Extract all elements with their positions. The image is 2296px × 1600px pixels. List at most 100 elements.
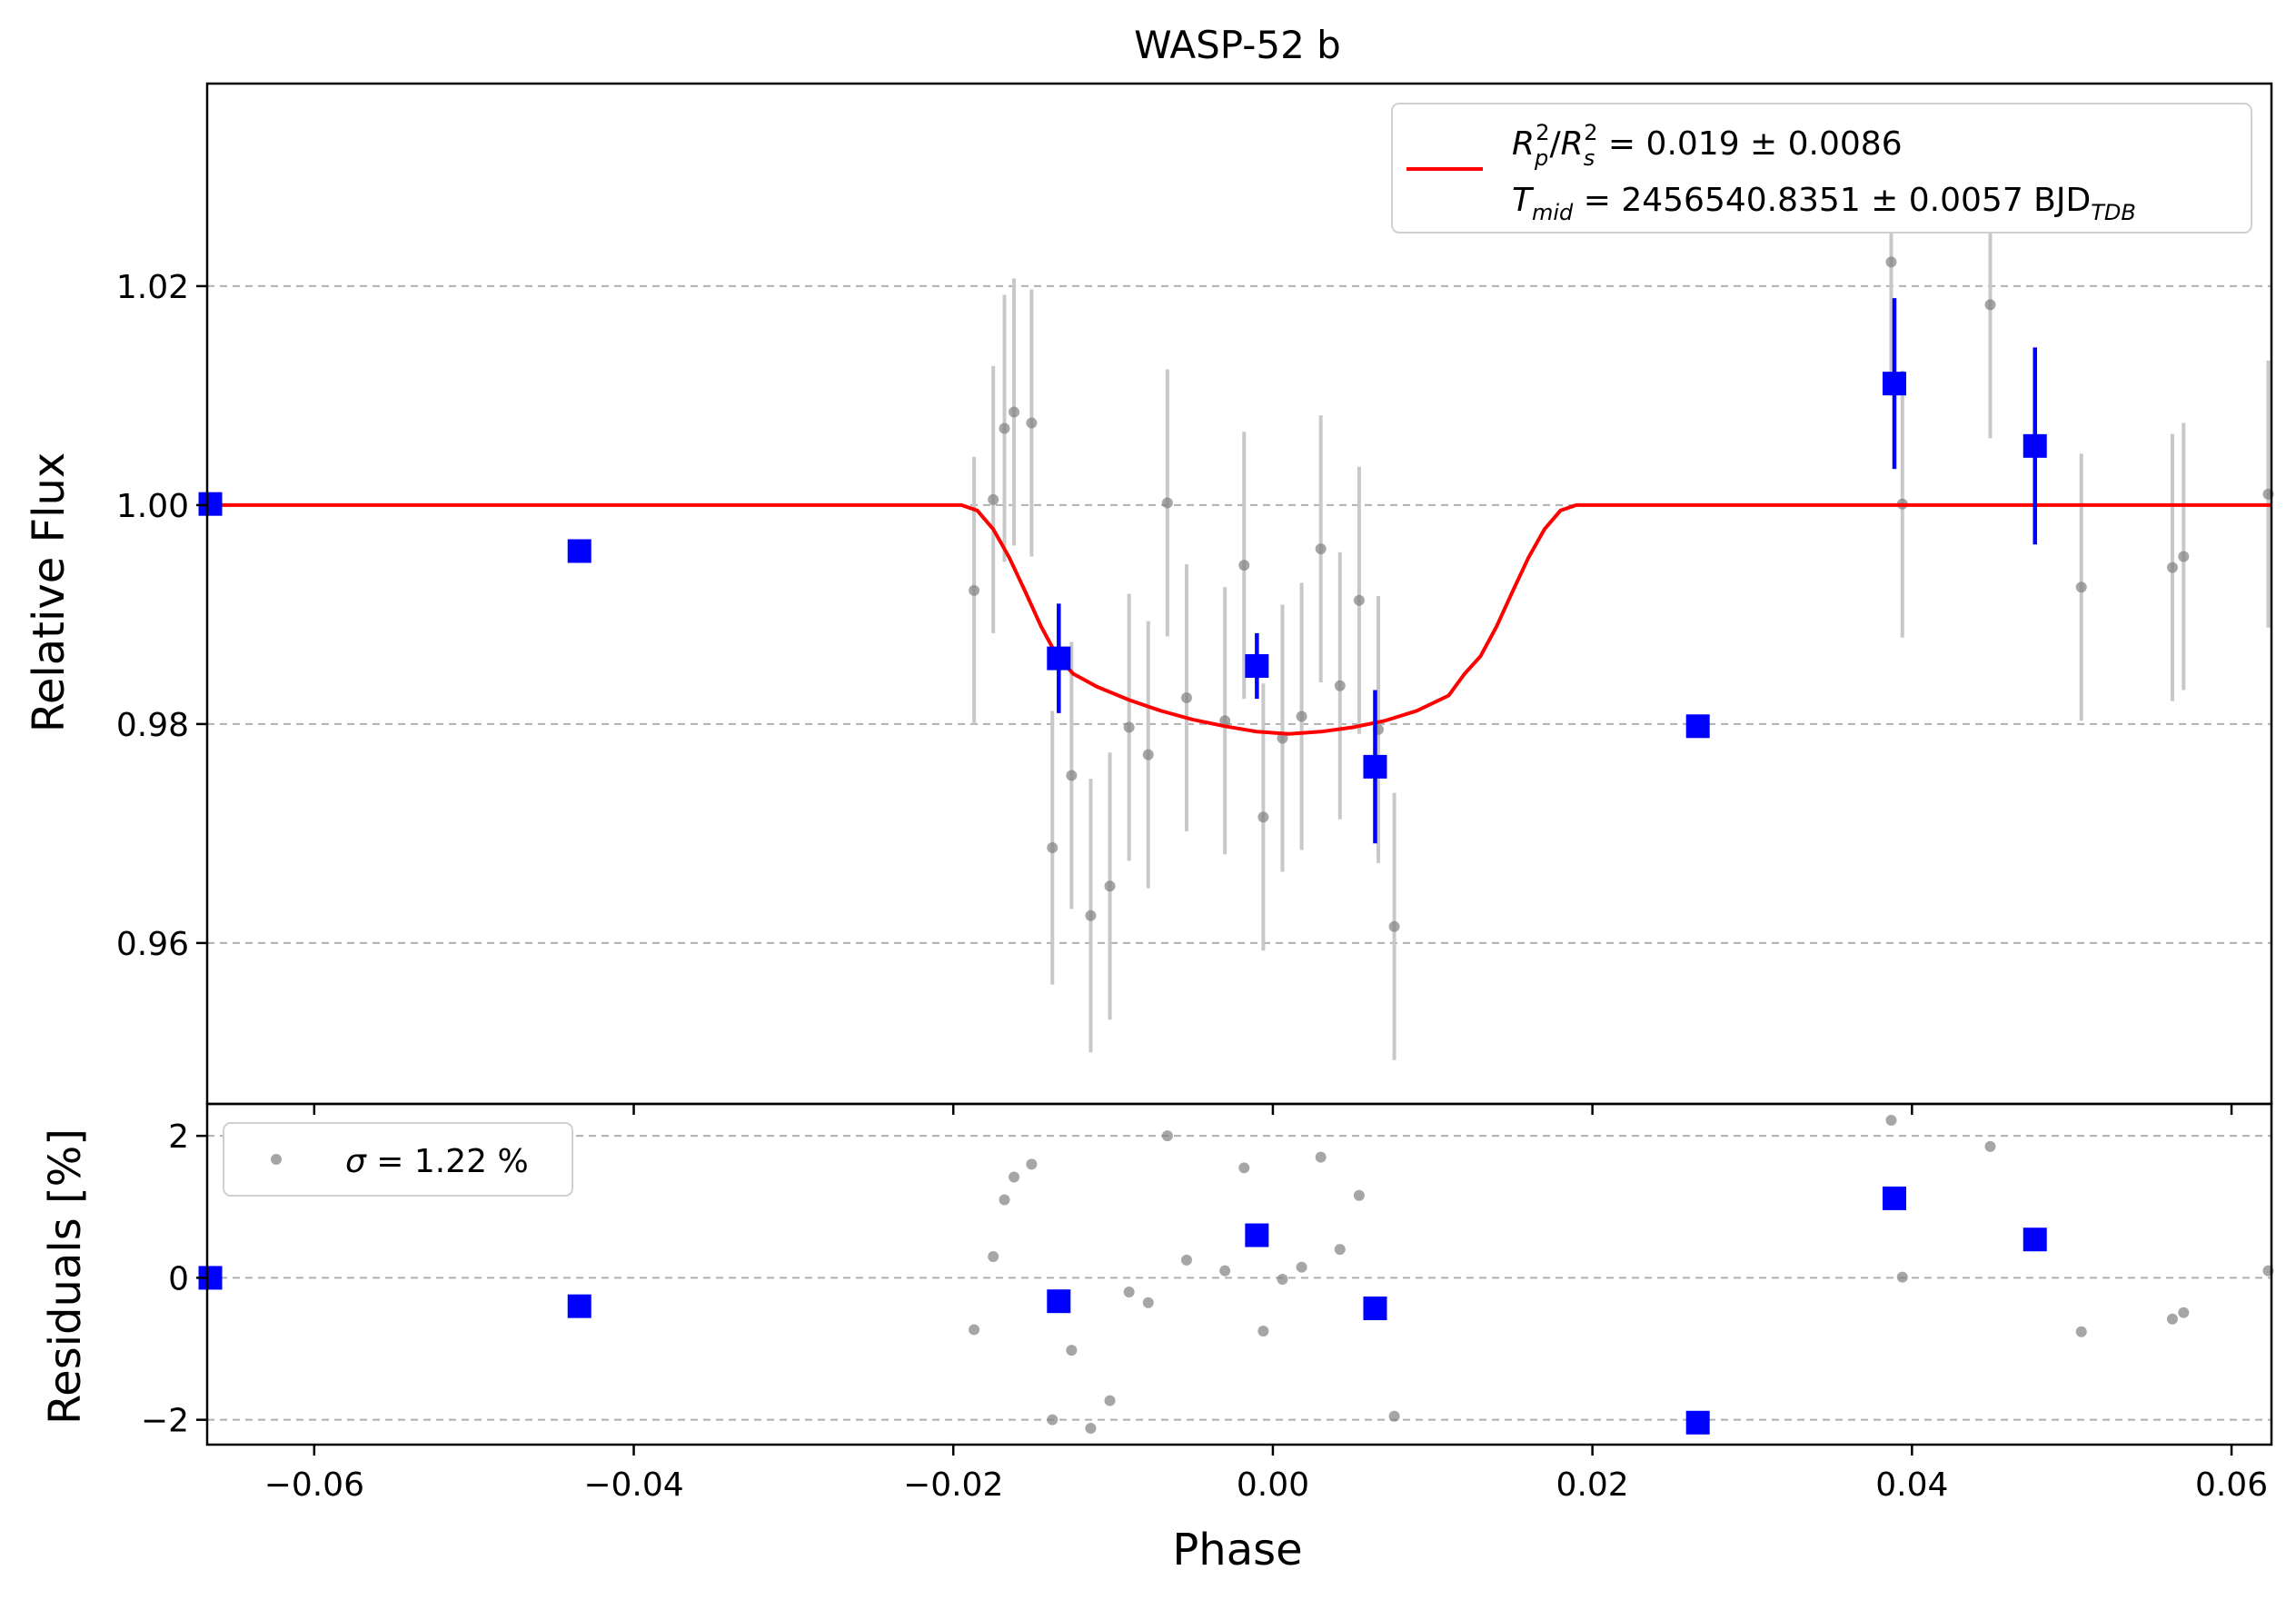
chart-title: WASP-52 b — [1134, 23, 1341, 67]
residual-raw-point — [1388, 1410, 1400, 1422]
raw-data-point — [1353, 594, 1365, 606]
legend-slash: / — [1550, 125, 1562, 163]
raw-data-point — [1047, 842, 1059, 854]
x-tick-label: −0.04 — [583, 1466, 683, 1504]
residual-binned-point — [1882, 1186, 1906, 1210]
raw-data-point — [969, 584, 980, 596]
residual-raw-point — [1296, 1261, 1307, 1273]
legend-sigma: σ = 1.22 % — [345, 1143, 529, 1180]
residual-raw-points — [969, 1114, 2274, 1435]
legend-rs-sub: s — [1584, 145, 1595, 171]
binned-data-point — [1882, 372, 1906, 396]
residual-raw-point — [2178, 1307, 2190, 1318]
legend-rp-sup: 2 — [1536, 120, 1549, 145]
residual-raw-point — [1123, 1287, 1135, 1298]
legend-sigma-symbol: σ — [345, 1143, 367, 1180]
residual-binned-point — [1245, 1223, 1269, 1247]
raw-data-point — [1104, 880, 1116, 892]
raw-data-point — [1257, 811, 1269, 823]
binned-data-point — [2023, 433, 2047, 458]
legend-rp-base: R — [1512, 125, 1535, 163]
x-tick-label: 0.06 — [2195, 1466, 2268, 1504]
x-tick-label: 0.00 — [1237, 1466, 1309, 1504]
residual-y-tick-label: 2 — [168, 1118, 189, 1156]
raw-data-point — [1296, 711, 1307, 722]
residual-raw-point — [999, 1194, 1010, 1206]
residual-raw-point — [1009, 1171, 1020, 1183]
legend-rs-sup: 2 — [1584, 120, 1597, 145]
residual-raw-point — [969, 1324, 980, 1336]
main-y-tick-label: 0.96 — [116, 926, 189, 963]
raw-data-point — [1315, 543, 1327, 555]
legend-rs-base: R — [1561, 125, 1584, 163]
residual-y-ticks: −2 0 2 — [141, 1118, 207, 1440]
raw-data-point — [1277, 732, 1288, 744]
raw-data-point — [1885, 256, 1897, 268]
residual-raw-point — [1885, 1114, 1897, 1126]
raw-data-point — [1984, 299, 1996, 311]
raw-data-point — [1238, 560, 1250, 571]
residual-legend: σ = 1.22 % — [223, 1122, 573, 1197]
transit-model-curve — [207, 502, 2271, 736]
residual-raw-point — [1896, 1271, 1908, 1283]
residual-raw-point — [1104, 1395, 1116, 1406]
raw-data-point — [988, 493, 999, 505]
legend-tdb-sub: TDB — [2091, 200, 2136, 225]
raw-data-point — [1161, 497, 1173, 509]
binned-data-point — [1685, 714, 1710, 739]
residual-raw-point — [1085, 1423, 1097, 1435]
y-axis-label-residuals: Residuals [%] — [40, 1128, 91, 1425]
binned-data-point — [1245, 654, 1269, 679]
residual-y-tick-label: −2 — [141, 1403, 189, 1440]
raw-data-point — [999, 422, 1010, 434]
main-y-tick-label: 0.98 — [116, 707, 189, 744]
residual-raw-point — [1238, 1162, 1250, 1174]
raw-data-point — [1334, 680, 1346, 691]
legend-tmid-base: T — [1512, 182, 1535, 219]
residual-raw-point — [1180, 1254, 1192, 1266]
raw-data-point — [1388, 920, 1400, 932]
residual-binned-point — [1363, 1297, 1387, 1320]
raw-data-point — [1142, 749, 1154, 760]
residual-raw-point — [1066, 1345, 1078, 1357]
main-y-tick-label: 1.00 — [116, 488, 189, 525]
residual-plot-frame — [205, 1102, 2273, 1446]
binned-data-point — [567, 539, 591, 563]
residual-raw-point — [1315, 1151, 1327, 1163]
legend-rp-rs-value: = 0.019 ± 0.0086 — [1597, 125, 1902, 163]
residual-binned-point — [567, 1294, 591, 1318]
raw-data-point — [1123, 721, 1135, 733]
residual-binned-point — [1685, 1410, 1710, 1435]
main-panel: 0.960.981.001.02 Relative Flux Rp2/Rs2 =… — [24, 82, 2274, 1115]
residual-legend-box — [223, 1122, 573, 1197]
x-tick-label: 0.04 — [1875, 1466, 1948, 1504]
legend-rp-rs: Rp2/Rs2 = 0.019 ± 0.0086 — [1512, 120, 1903, 171]
x-tick-label: 0.02 — [1556, 1466, 1629, 1504]
binned-data-point — [1363, 754, 1387, 779]
residual-binned-point — [2023, 1227, 2047, 1252]
x-axis-label: Phase — [1172, 1525, 1302, 1575]
residual-raw-point — [2075, 1326, 2087, 1337]
legend-sigma-value: = 1.22 % — [366, 1143, 529, 1180]
residual-raw-point — [1257, 1326, 1269, 1337]
residual-binned-points — [198, 1186, 2047, 1435]
residual-raw-point — [1334, 1244, 1346, 1256]
residual-raw-point — [1142, 1297, 1154, 1308]
raw-data-point — [1085, 909, 1097, 921]
main-y-ticks: 0.96 0.98 1.00 1.02 — [116, 269, 2233, 1115]
residual-y-tick-label: 0 — [168, 1260, 189, 1297]
raw-data-point — [1066, 770, 1078, 781]
raw-data-point — [2166, 561, 2178, 573]
residual-raw-point — [1219, 1265, 1231, 1277]
main-legend-box — [1391, 103, 2252, 234]
legend-residual-marker — [271, 1154, 282, 1165]
raw-data-point — [1180, 691, 1192, 703]
main-binned-points — [198, 298, 2047, 844]
residual-raw-point — [1026, 1158, 1038, 1170]
residual-raw-point — [1161, 1130, 1173, 1142]
raw-data-point — [1026, 417, 1038, 429]
residual-raw-point — [2166, 1313, 2178, 1325]
main-legend: Rp2/Rs2 = 0.019 ± 0.0086 Tmid = 2456540.… — [1391, 103, 2252, 234]
x-tick-label: −0.02 — [903, 1466, 1003, 1504]
